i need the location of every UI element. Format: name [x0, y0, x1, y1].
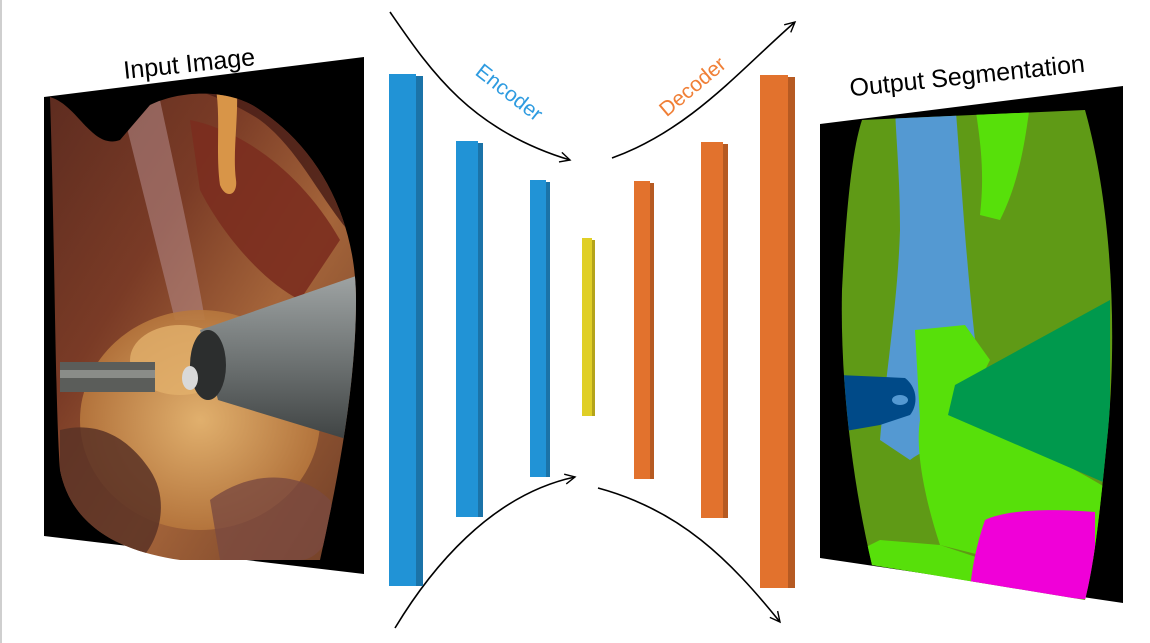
- encoder-label: Encoder: [471, 60, 547, 126]
- bottleneck-block: [582, 238, 595, 416]
- decoder-arrow-bottom: [597, 487, 781, 624]
- output-segmentation-image: [820, 86, 1123, 603]
- left-border: [0, 0, 2, 643]
- input-image: [44, 57, 364, 574]
- encoder-block-1: [389, 74, 423, 586]
- decoder-arrow-top: [611, 20, 797, 159]
- output-segmentation-label: Output Segmentation: [848, 50, 1086, 103]
- encoder-block-2: [456, 141, 483, 517]
- encoder-block-3: [530, 180, 550, 477]
- decoder-label: Decoder: [655, 53, 731, 122]
- decoder-block-1: [634, 181, 654, 479]
- encoder-arrow-bottom: [394, 473, 577, 629]
- encoder-arrow-top: [389, 11, 572, 163]
- decoder-block-3: [760, 75, 795, 588]
- decoder-block-2: [701, 142, 728, 518]
